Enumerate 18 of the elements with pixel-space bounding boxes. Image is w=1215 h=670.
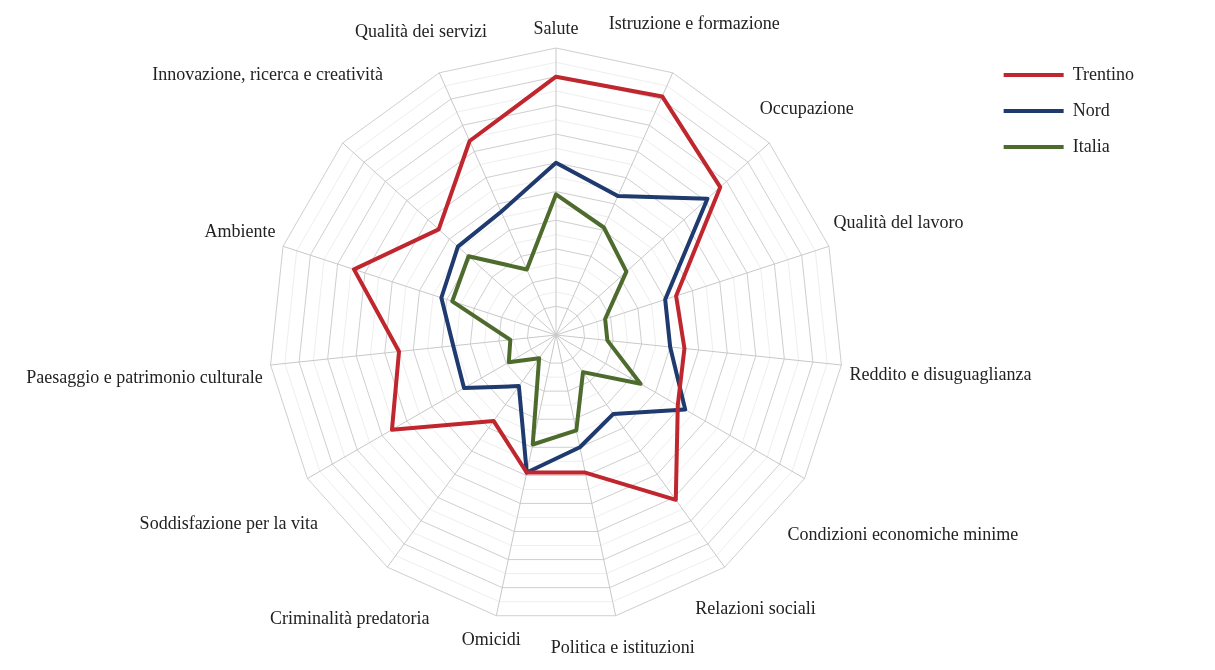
spoke-label: Innovazione, ricerca e creatività — [152, 64, 383, 85]
spoke-label: Salute — [533, 17, 579, 38]
legend-label: Trentino — [1072, 63, 1135, 84]
spoke-label: Politica e istituzioni — [550, 637, 695, 658]
legend-label: Nord — [1072, 99, 1110, 120]
spoke-label: Relazioni sociali — [695, 598, 816, 619]
spoke-label: Criminalità predatoria — [270, 607, 430, 628]
spoke-label: Omicidi — [461, 628, 521, 649]
spoke-label: Occupazione — [759, 98, 854, 119]
spoke-label: Istruzione e formazione — [608, 13, 780, 34]
spoke-label: Qualità del lavoro — [833, 212, 964, 233]
spoke-label: Qualità dei servizi — [355, 20, 487, 41]
spoke-label: Paesaggio e patrimonio culturale — [26, 366, 263, 387]
spoke-label: Reddito e disuguaglianza — [849, 364, 1032, 385]
spoke-label: Condizioni economiche minime — [787, 523, 1019, 544]
legend-label: Italia — [1072, 135, 1110, 156]
spoke-label: Soddisfazione per la vita — [139, 512, 319, 533]
spoke-label: Ambiente — [204, 221, 276, 242]
